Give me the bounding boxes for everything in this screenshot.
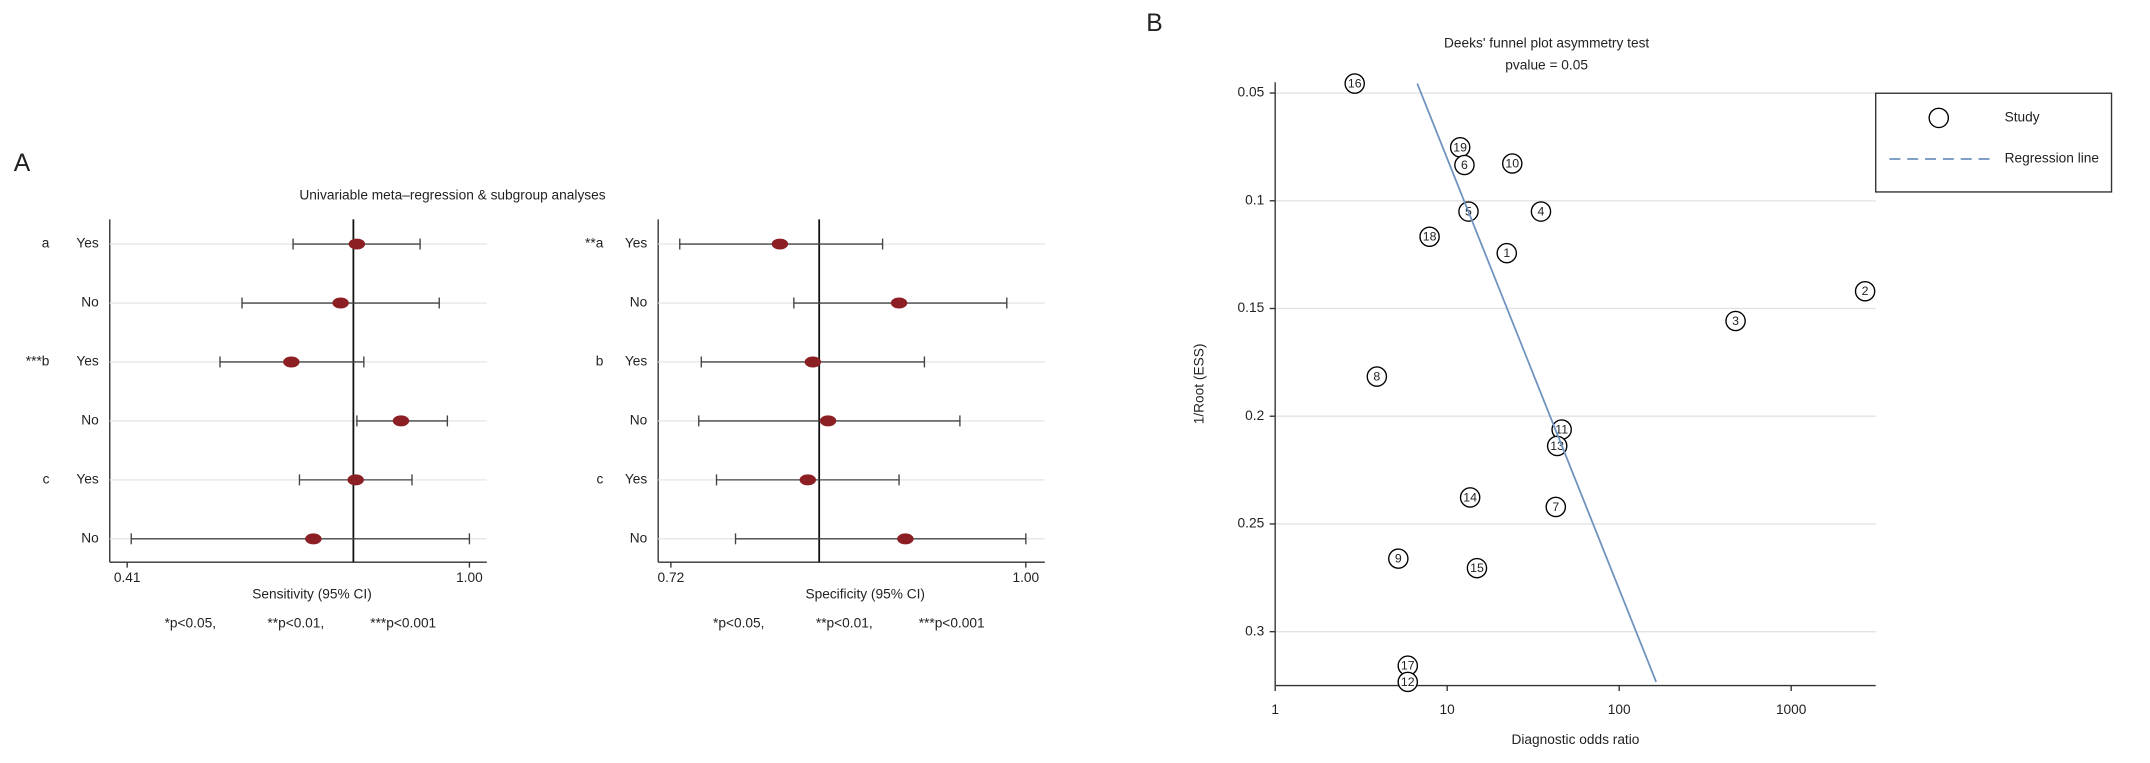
study-label: 11 — [1555, 423, 1568, 437]
category-label: Yes — [76, 354, 99, 369]
chart-title: Deeks' funnel plot asymmetry test — [1444, 35, 1649, 50]
study-label: 17 — [1401, 659, 1415, 673]
point-estimate — [305, 533, 322, 545]
category-label: No — [81, 413, 99, 428]
study-label: 2 — [1862, 284, 1869, 298]
study-point — [1388, 548, 1409, 569]
group-label: c — [596, 471, 603, 486]
group-label: b — [596, 354, 604, 369]
study-label: 8 — [1373, 370, 1380, 384]
study-point — [1854, 280, 1876, 302]
study-point — [1530, 201, 1552, 222]
footnote: ***p<0.001 — [919, 615, 985, 630]
chart-title: Univariable meta–regression & subgroup a… — [299, 188, 605, 203]
study-point — [1459, 487, 1481, 508]
category-label: No — [81, 295, 99, 310]
point-estimate — [890, 297, 908, 309]
point-estimate — [897, 533, 914, 545]
x-axis-label: Specificity (95% CI) — [805, 587, 925, 602]
legend-label: Regression line — [2005, 151, 2100, 166]
y-tick-label: 0.1 — [1245, 192, 1264, 207]
study-label: 15 — [1470, 561, 1484, 575]
study-point — [1344, 73, 1365, 94]
y-tick-label: 0.3 — [1245, 623, 1264, 638]
group-label: c — [43, 471, 50, 486]
study-label: 4 — [1538, 204, 1545, 218]
legend-box — [1875, 92, 2113, 193]
study-label: 3 — [1732, 314, 1739, 328]
point-estimate — [283, 356, 300, 368]
study-label: 16 — [1348, 76, 1362, 90]
category-label: No — [81, 530, 99, 545]
study-point — [1466, 557, 1488, 579]
y-tick-label: 0.25 — [1238, 516, 1265, 531]
study-label: 14 — [1463, 490, 1477, 504]
study-label: 7 — [1552, 500, 1559, 514]
study-point — [1419, 226, 1440, 248]
category-label: No — [630, 530, 648, 545]
category-label: Yes — [76, 236, 99, 251]
panel-label: A — [14, 150, 31, 177]
category-label: No — [630, 413, 648, 428]
chart-subtitle: pvalue = 0.05 — [1505, 57, 1588, 72]
x-axis-label: Diagnostic odds ratio — [1511, 732, 1639, 747]
y-tick-label: 0.15 — [1238, 300, 1265, 315]
footnote: ***p<0.001 — [370, 615, 436, 630]
group-label: ***b — [26, 354, 50, 369]
x-tick-label: 0.41 — [114, 570, 141, 585]
x-tick-label: 1000 — [1776, 702, 1807, 717]
point-estimate — [348, 238, 366, 250]
point-estimate — [392, 415, 410, 427]
study-label: 19 — [1453, 140, 1467, 154]
legend-symbol — [1928, 107, 1950, 129]
x-tick-label: 1.00 — [1012, 570, 1039, 585]
x-tick-label: 1 — [1271, 702, 1279, 717]
y-tick-label: 0.2 — [1245, 408, 1264, 423]
point-estimate — [771, 238, 789, 250]
category-label: Yes — [76, 471, 99, 486]
study-point — [1496, 242, 1518, 264]
study-label: 9 — [1395, 552, 1402, 566]
footnote: *p<0.05, — [165, 615, 216, 630]
x-tick-label: 100 — [1608, 702, 1631, 717]
category-label: Yes — [625, 354, 648, 369]
study-point — [1501, 153, 1523, 174]
footnote: **p<0.01, — [267, 615, 324, 630]
group-label: a — [42, 236, 50, 251]
footnote: *p<0.05, — [713, 615, 764, 630]
legend-label: Study — [2005, 110, 2040, 125]
point-estimate — [799, 474, 817, 486]
y-axis-label: 1/Root (ESS) — [1191, 344, 1206, 425]
regression-line — [1416, 83, 1657, 683]
study-point — [1454, 154, 1475, 176]
point-estimate — [332, 297, 349, 309]
study-label: 12 — [1401, 675, 1415, 689]
x-tick-label: 0.72 — [658, 570, 685, 585]
x-tick-label: 10 — [1440, 702, 1456, 717]
y-tick-label: 0.05 — [1238, 85, 1265, 100]
footnote: **p<0.01, — [816, 615, 873, 630]
study-label: 10 — [1505, 156, 1519, 170]
x-axis-label: Sensitivity (95% CI) — [252, 587, 372, 602]
point-estimate — [804, 356, 822, 368]
study-point — [1545, 496, 1567, 518]
study-point — [1397, 671, 1419, 693]
study-label: 18 — [1423, 230, 1437, 244]
point-estimate — [819, 415, 837, 427]
study-label: 1 — [1503, 246, 1510, 260]
study-point — [1725, 310, 1746, 332]
category-label: Yes — [625, 236, 648, 251]
group-label: **a — [585, 236, 604, 251]
panel-label: B — [1146, 10, 1162, 37]
x-tick-label: 1.00 — [456, 570, 483, 585]
study-label: 6 — [1461, 158, 1468, 172]
study-point — [1366, 366, 1388, 387]
category-label: No — [630, 295, 648, 310]
point-estimate — [347, 474, 364, 486]
category-label: Yes — [625, 471, 648, 486]
